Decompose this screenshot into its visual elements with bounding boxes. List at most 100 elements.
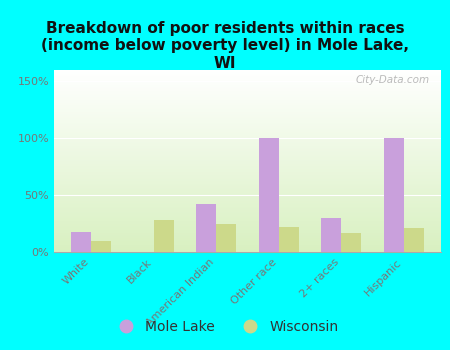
Bar	[54, 182, 441, 183]
Bar	[341, 233, 361, 252]
Legend: Mole Lake, Wisconsin: Mole Lake, Wisconsin	[106, 314, 344, 340]
Bar	[54, 110, 441, 111]
Bar	[72, 232, 91, 252]
Bar	[54, 226, 441, 228]
Bar	[54, 194, 441, 195]
Bar	[259, 138, 279, 252]
Bar	[54, 76, 441, 77]
Bar	[54, 191, 441, 192]
Bar	[54, 147, 441, 148]
Bar	[54, 125, 441, 126]
Bar	[54, 130, 441, 131]
Bar	[54, 212, 441, 213]
Bar	[54, 181, 441, 182]
Bar	[54, 243, 441, 244]
Bar	[54, 118, 441, 119]
Bar	[54, 99, 441, 100]
Bar	[54, 180, 441, 181]
Bar	[54, 122, 441, 123]
Bar	[54, 113, 441, 114]
Bar	[54, 96, 441, 97]
Bar	[54, 104, 441, 105]
Bar	[54, 236, 441, 237]
Bar	[54, 168, 441, 169]
Bar	[54, 235, 441, 236]
Bar	[54, 100, 441, 101]
Bar	[54, 141, 441, 142]
Bar	[54, 201, 441, 202]
Bar	[54, 217, 441, 218]
Bar	[216, 224, 236, 252]
Bar	[54, 223, 441, 224]
Bar	[54, 232, 441, 233]
Bar	[54, 72, 441, 73]
Bar	[54, 80, 441, 81]
Bar	[54, 240, 441, 241]
Bar	[54, 151, 441, 152]
Bar	[91, 241, 112, 252]
Bar	[54, 156, 441, 158]
Bar	[54, 145, 441, 146]
Bar	[54, 86, 441, 87]
Bar	[54, 93, 441, 94]
Bar	[54, 231, 441, 232]
Text: City-Data.com: City-Data.com	[355, 76, 429, 85]
Bar	[54, 131, 441, 132]
Bar	[54, 225, 441, 226]
Bar	[54, 198, 441, 199]
Bar	[54, 186, 441, 187]
Bar	[54, 111, 441, 112]
Bar	[54, 81, 441, 82]
Bar	[54, 245, 441, 246]
Bar	[54, 216, 441, 217]
Bar	[54, 251, 441, 252]
Bar	[54, 84, 441, 85]
Bar	[54, 117, 441, 118]
Bar	[54, 105, 441, 106]
Bar	[54, 155, 441, 156]
Bar	[54, 233, 441, 234]
Bar	[54, 139, 441, 140]
Bar	[54, 129, 441, 130]
Bar	[54, 134, 441, 135]
Bar	[54, 91, 441, 92]
Bar	[54, 103, 441, 104]
Bar	[54, 102, 441, 103]
Bar	[54, 228, 441, 229]
Bar	[54, 167, 441, 168]
Bar	[404, 228, 423, 252]
Bar	[54, 124, 441, 125]
Bar	[54, 199, 441, 200]
Bar	[54, 116, 441, 117]
Bar	[54, 82, 441, 83]
Bar	[54, 108, 441, 109]
Bar	[54, 98, 441, 99]
Bar	[54, 206, 441, 208]
Bar	[54, 222, 441, 223]
Bar	[54, 183, 441, 184]
Bar	[54, 78, 441, 79]
Bar	[54, 109, 441, 110]
Bar	[54, 184, 441, 185]
Bar	[54, 190, 441, 191]
Bar	[54, 192, 441, 193]
Bar	[54, 244, 441, 245]
Bar	[54, 209, 441, 210]
Bar	[54, 230, 441, 231]
Bar	[54, 161, 441, 162]
Bar	[54, 197, 441, 198]
Bar	[279, 227, 299, 252]
Bar	[54, 176, 441, 177]
Bar	[54, 220, 441, 221]
Bar	[54, 221, 441, 222]
Bar	[54, 172, 441, 173]
Bar	[54, 179, 441, 180]
Bar	[54, 144, 441, 145]
Bar	[54, 215, 441, 216]
Bar	[54, 174, 441, 175]
Bar	[54, 247, 441, 248]
Bar	[54, 77, 441, 78]
Bar	[54, 107, 441, 108]
Bar	[54, 87, 441, 88]
Bar	[54, 79, 441, 80]
